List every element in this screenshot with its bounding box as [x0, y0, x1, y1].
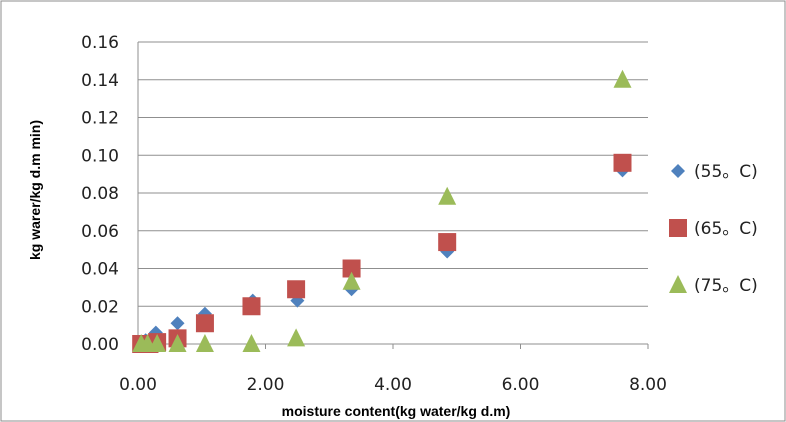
data-point-series-3	[613, 69, 632, 88]
y-tick-label: 0.10	[81, 146, 119, 166]
gridlines	[138, 41, 648, 307]
x-tick-label: 6.00	[502, 375, 540, 395]
legend-label-series-2: (65。C)	[694, 219, 758, 239]
x-tick-label: 2.00	[247, 375, 285, 395]
y-tick-label: 0.06	[81, 222, 119, 242]
tick-labels: 0.00 0.02 0.04 0.06 0.08 0.10 0.12 0.14 0.16 0.00…	[81, 33, 667, 395]
legend-marker-series-2	[669, 219, 687, 237]
y-tick-label: 0.02	[81, 297, 119, 317]
legend-marker-series-1	[671, 164, 685, 178]
data-point-series-2	[287, 280, 306, 299]
x-tick-label: 0.00	[119, 375, 157, 395]
data-point-series-2	[342, 259, 361, 278]
x-tick-label: 8.00	[629, 375, 667, 395]
y-tick-label: 0.00	[81, 335, 119, 355]
data-point-series-3	[342, 271, 361, 290]
legend-marker-series-3	[669, 275, 687, 293]
axes	[137, 42, 649, 349]
legend-label-series-3: (75。C)	[694, 276, 758, 296]
data-point-series-3	[195, 334, 214, 352]
y-axis-title: kg warer/kg d.m min)	[27, 120, 43, 260]
x-axis-title: moisture content(kg water/kg d.m)	[282, 403, 511, 419]
y-tick-label: 0.12	[81, 109, 119, 129]
data-point-series-2	[438, 233, 457, 252]
data-point-series-3	[242, 334, 261, 352]
data-point-series-3	[168, 334, 187, 352]
legend: (55。C) (65。C) (75。C)	[669, 162, 758, 296]
y-tick-label: 0.16	[81, 33, 119, 53]
y-tick-label: 0.04	[81, 260, 119, 280]
legend-label-series-1: (55。C)	[694, 162, 758, 182]
data-point-series-3	[438, 186, 457, 205]
data-points	[132, 69, 632, 353]
data-point-series-3	[287, 328, 306, 347]
data-point-series-2	[613, 153, 632, 172]
data-point-series-3	[148, 334, 167, 352]
y-tick-label: 0.14	[81, 71, 119, 91]
data-point-series-2	[242, 297, 261, 316]
x-tick-label: 4.00	[374, 375, 412, 395]
data-point-series-1	[170, 316, 185, 331]
data-point-series-2	[195, 314, 214, 333]
y-tick-label: 0.08	[81, 184, 119, 204]
